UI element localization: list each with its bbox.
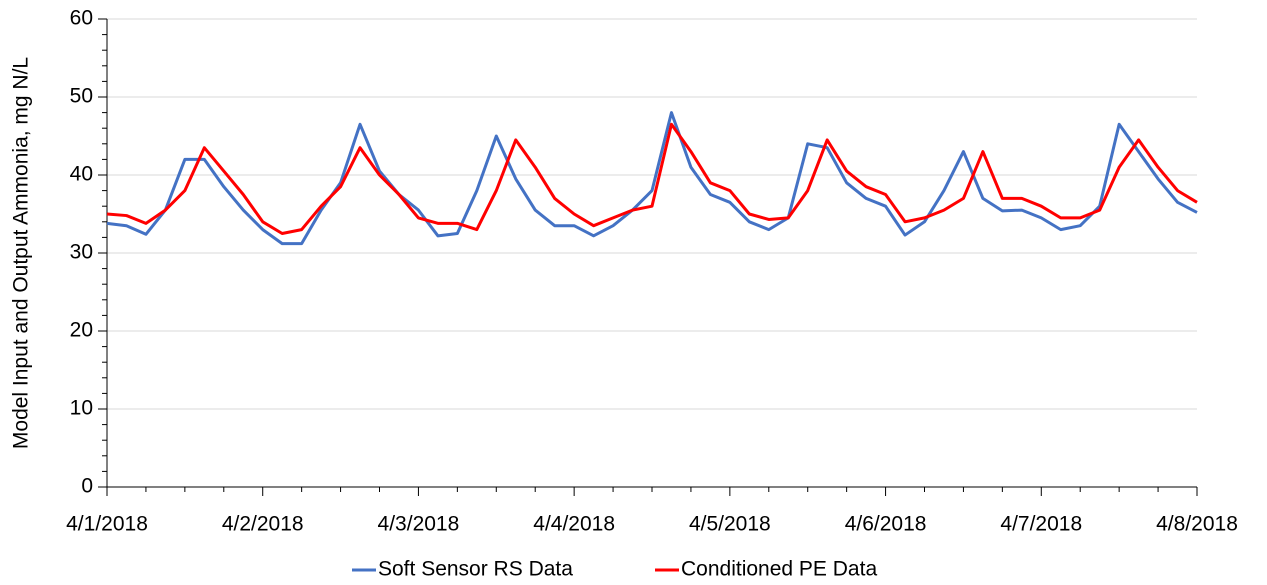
series-line — [106, 122, 1198, 235]
x-tick-label: 4/2/2018 — [222, 513, 304, 536]
y-axis-title: Model Input and Output Ammonia, mg N/L — [10, 57, 33, 449]
y-tick-label: 30 — [70, 241, 93, 264]
y-tick-label: 20 — [70, 319, 93, 342]
x-tick-label: 4/3/2018 — [378, 513, 460, 536]
x-tick-label: 4/5/2018 — [689, 513, 771, 536]
x-tick-label: 4/1/2018 — [66, 513, 148, 536]
x-tick-label: 4/7/2018 — [1000, 513, 1082, 536]
y-tick-label: 40 — [70, 163, 93, 186]
legend-label: Conditioned PE Data — [681, 558, 877, 581]
y-tick-label: 60 — [70, 7, 93, 30]
y-tick-label: 10 — [70, 397, 93, 420]
series-line — [106, 111, 1198, 246]
x-tick-label: 4/4/2018 — [533, 513, 615, 536]
x-tick-label: 4/8/2018 — [1156, 513, 1238, 536]
y-tick-label: 50 — [70, 85, 93, 108]
legend-label: Soft Sensor RS Data — [378, 558, 573, 581]
x-tick-label: 4/6/2018 — [845, 513, 927, 536]
y-tick-label: 0 — [81, 475, 93, 498]
